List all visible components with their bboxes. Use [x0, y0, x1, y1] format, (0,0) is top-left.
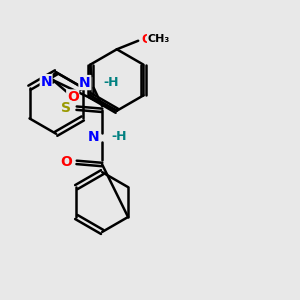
Text: -H: -H: [112, 130, 127, 143]
Text: -H: -H: [103, 76, 118, 89]
Text: N: N: [40, 75, 52, 88]
Text: O: O: [60, 155, 72, 170]
Text: S: S: [61, 101, 71, 115]
Text: O: O: [67, 90, 79, 104]
Text: N: N: [88, 130, 99, 144]
Text: O: O: [141, 32, 152, 46]
Text: CH₃: CH₃: [148, 34, 170, 44]
Text: N: N: [79, 76, 91, 90]
